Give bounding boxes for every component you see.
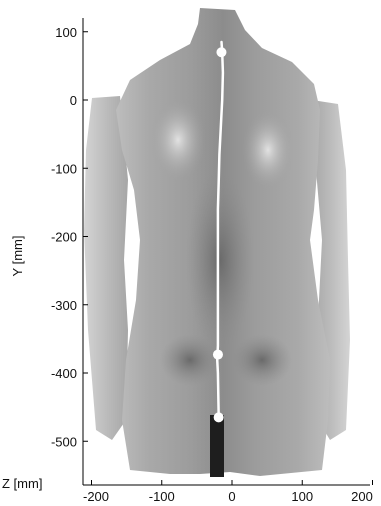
x-axis-ticks: -200 -100 0 100 200 <box>83 480 373 504</box>
x-tick-label: -100 <box>149 489 175 504</box>
y-tick-label: -400 <box>51 366 77 381</box>
y-tick-label: -500 <box>51 434 77 449</box>
y-tick-label: -100 <box>51 161 77 176</box>
landmark-point <box>213 412 224 423</box>
landmark-point <box>216 47 227 58</box>
x-tick-label: -200 <box>83 489 109 504</box>
x-tick-label: 0 <box>228 489 235 504</box>
back-topography-image <box>84 8 350 477</box>
y-tick-label: -300 <box>51 298 77 313</box>
x-tick-label: 200 <box>351 489 373 504</box>
x-tick-label: 100 <box>291 489 313 504</box>
y-tick-label: 0 <box>70 93 77 108</box>
y-tick-label: -200 <box>51 230 77 245</box>
y-axis-ticks: 100 0 -100 -200 -300 -400 -500 <box>51 25 88 449</box>
x-axis-label: Z [mm] <box>2 476 42 491</box>
y-axis-label: Y [mm] <box>10 236 25 277</box>
y-tick-label: 100 <box>55 25 77 40</box>
landmark-points <box>212 47 227 423</box>
landmark-point <box>212 349 223 360</box>
